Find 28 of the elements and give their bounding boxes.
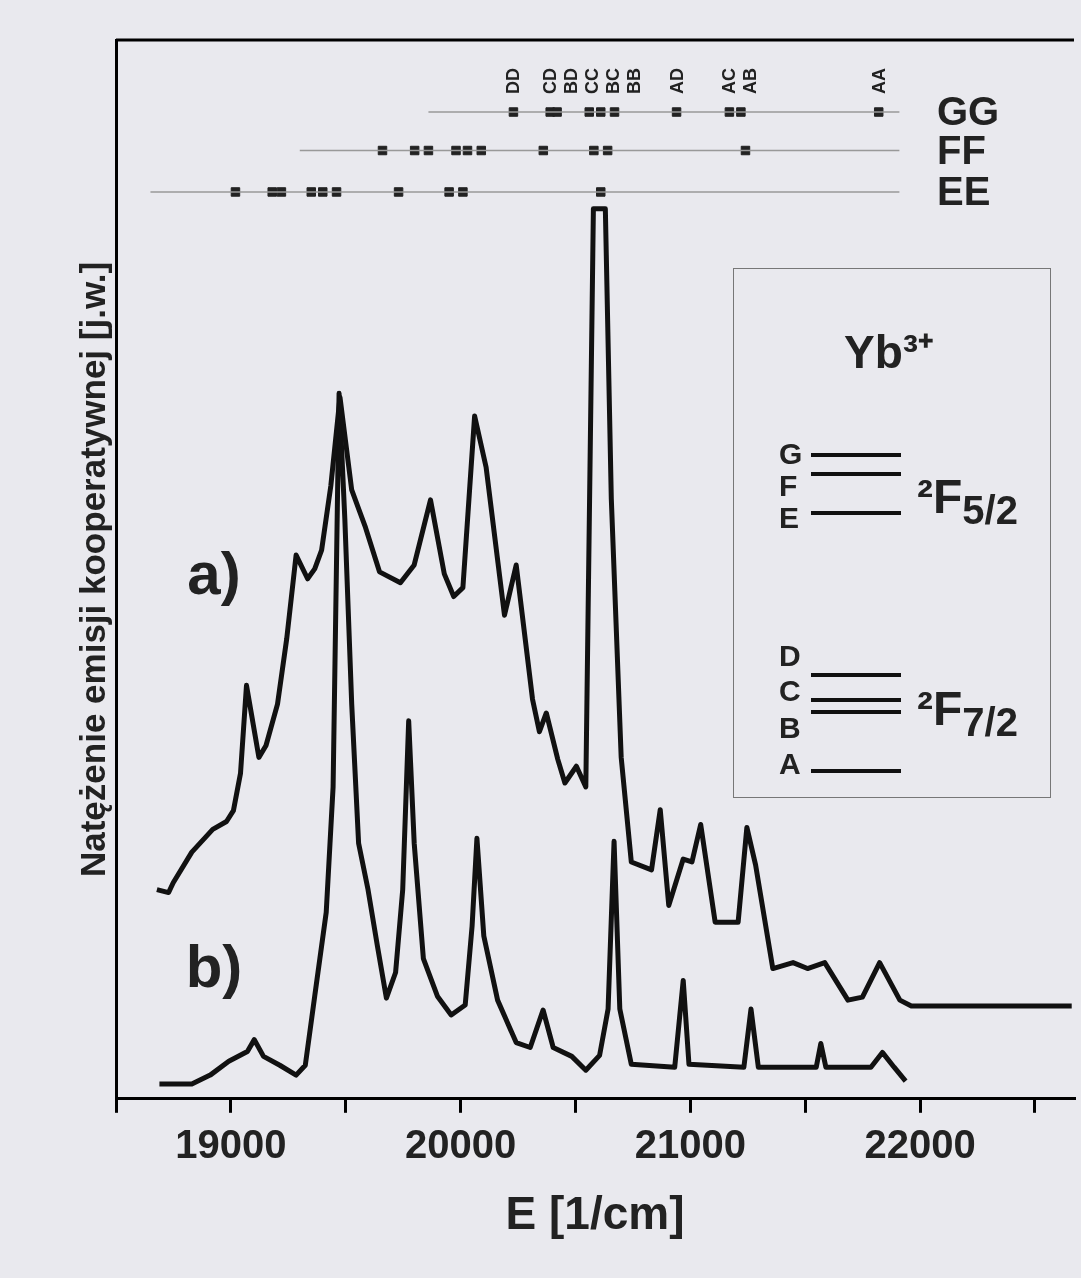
annotation: A bbox=[779, 747, 801, 781]
annotation: b) bbox=[185, 933, 243, 1001]
annotation: ²F$_{5/2}$ bbox=[917, 469, 1018, 533]
annotation: F bbox=[779, 469, 798, 503]
annotation: E bbox=[779, 501, 800, 535]
x-tick-label: 19000 bbox=[175, 1121, 287, 1166]
annotation: AD bbox=[666, 68, 687, 95]
annotation: D bbox=[779, 639, 801, 673]
annotation: DD bbox=[503, 68, 524, 95]
annotation: G bbox=[779, 437, 803, 471]
annotation: C bbox=[779, 674, 801, 708]
annotation: AA bbox=[868, 68, 889, 95]
x-tick-label: 22000 bbox=[864, 1121, 976, 1166]
x-tick-label: 20000 bbox=[404, 1121, 517, 1166]
annotation: B bbox=[779, 711, 801, 745]
x-tick-label: 21000 bbox=[634, 1121, 746, 1166]
annotation: AB bbox=[740, 68, 761, 95]
annotation: CC bbox=[582, 68, 603, 95]
y-axis-title: Natężenie emisji kooperatywnej [j.w.] bbox=[72, 261, 112, 878]
annotation: BB bbox=[624, 68, 645, 95]
annotation: CD bbox=[540, 68, 561, 95]
annotation: ²F$_{7/2}$ bbox=[917, 681, 1018, 745]
annotation: Yb³⁺ bbox=[844, 325, 935, 380]
x-axis-title: E [1/cm] bbox=[505, 1187, 685, 1240]
annotation: AC bbox=[719, 68, 740, 95]
annotation: BC bbox=[603, 68, 624, 95]
annotation: a) bbox=[187, 540, 241, 608]
annotation: BD bbox=[561, 68, 582, 95]
